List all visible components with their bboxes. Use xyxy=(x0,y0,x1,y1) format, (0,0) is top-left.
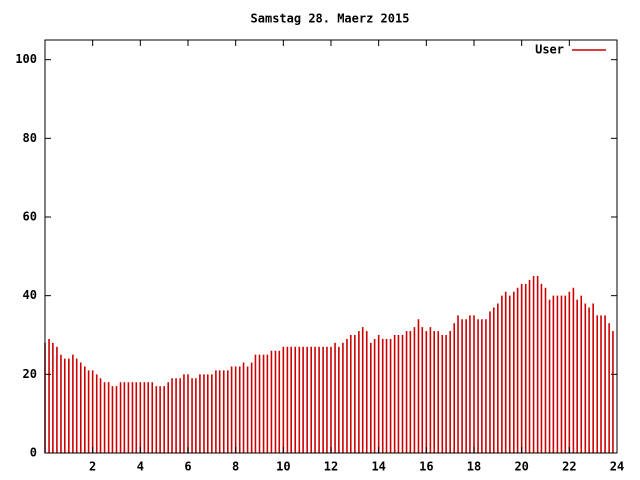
x-tick-label: 4 xyxy=(137,460,144,474)
y-tick-label: 40 xyxy=(23,288,37,302)
x-tick-label: 14 xyxy=(371,460,385,474)
legend-label: User xyxy=(535,43,564,57)
y-tick-label: 60 xyxy=(23,210,37,224)
y-tick-label: 20 xyxy=(23,367,37,381)
x-tick-label: 8 xyxy=(232,460,239,474)
x-tick-label: 20 xyxy=(514,460,528,474)
x-tick-label: 2 xyxy=(89,460,96,474)
x-tick-label: 10 xyxy=(276,460,290,474)
x-tick-label: 6 xyxy=(184,460,191,474)
y-tick-label: 0 xyxy=(30,446,37,460)
x-tick-label: 12 xyxy=(324,460,338,474)
y-tick-label: 80 xyxy=(23,131,37,145)
x-tick-label: 24 xyxy=(610,460,624,474)
y-tick-label: 100 xyxy=(15,52,37,66)
x-tick-label: 22 xyxy=(562,460,576,474)
x-tick-label: 16 xyxy=(419,460,433,474)
chart-title: Samstag 28. Maerz 2015 xyxy=(251,12,410,26)
x-tick-label: 18 xyxy=(467,460,481,474)
